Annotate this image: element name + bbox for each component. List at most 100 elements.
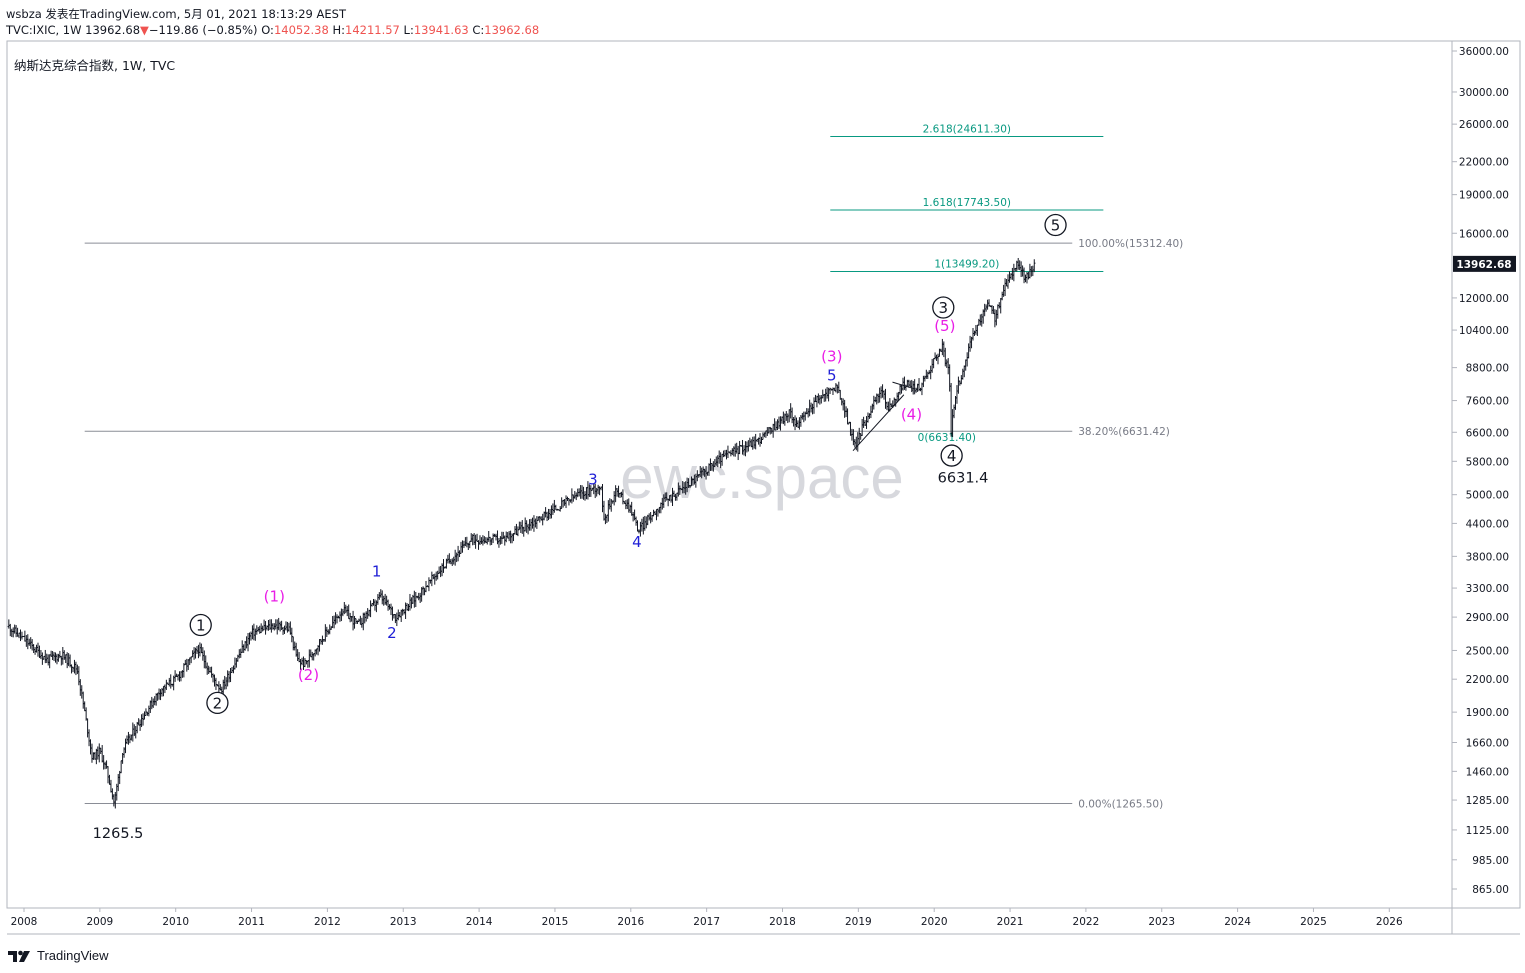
time-tick-label: 2014	[466, 916, 493, 928]
price-axis[interactable]: 865.00 985.00 1125.00 1285.00 1460.00 1660.00…	[1452, 46, 1509, 896]
wave-label-intermediate: (3)	[821, 347, 842, 365]
last-price-tag: 13962.68	[1453, 255, 1516, 272]
time-tick-label: 2024	[1224, 916, 1251, 928]
time-tick-label: 2016	[617, 916, 644, 928]
price-tick-label: 10400.00	[1459, 325, 1509, 337]
change-value: −119.86 (−0.85%)	[148, 23, 258, 37]
last-price-tag-bg	[1453, 255, 1516, 272]
open-label: O:	[261, 23, 274, 37]
publish-info: wsbza 发表在TradingView.com, 5月 01, 2021 18…	[6, 7, 346, 21]
price-tick-label: 5800.00	[1466, 456, 1509, 468]
price-candles	[7, 257, 1036, 809]
wave-label-minor: 5	[827, 366, 837, 384]
price-tick-label: 12000.00	[1459, 293, 1509, 305]
price-tick-label: 1125.00	[1466, 825, 1509, 837]
wave-label-minor: 4	[632, 533, 642, 551]
price-tick-label: 1285.00	[1466, 795, 1509, 807]
open-value: 14052.38	[273, 23, 329, 37]
wave-label-intermediate: (1)	[264, 587, 285, 605]
watermark: ewc.space	[620, 444, 903, 511]
tradingview-footer[interactable]: TradingView	[8, 948, 109, 963]
tradingview-logo-icon	[8, 950, 30, 962]
price-tick-label: 1460.00	[1466, 766, 1509, 778]
wave-label-circled: 5	[1051, 216, 1061, 234]
price-tick-label: 7600.00	[1466, 396, 1509, 408]
chart-title: 纳斯达克综合指数, 1W, TVC	[14, 58, 176, 73]
fib-extension-label: 2.618(24611.30)	[923, 123, 1011, 135]
time-tick-label: 2022	[1073, 916, 1100, 928]
low-label: L:	[403, 23, 414, 37]
wave-circle	[206, 691, 229, 715]
fib-retracement-label: 0.00%(1265.50)	[1078, 798, 1163, 810]
wave-label-circled: 2	[213, 694, 223, 712]
price-tick-label: 22000.00	[1459, 157, 1509, 169]
price-annotation: 1265.5	[93, 826, 144, 842]
time-tick-label: 2018	[769, 916, 796, 928]
close-value: 13962.68	[484, 23, 540, 37]
fib-extension-label: 1(13499.20)	[934, 258, 999, 270]
price-tick-label: 1900.00	[1466, 707, 1509, 719]
fib-retracement-label: 100.00%(15312.40)	[1078, 238, 1183, 250]
low-value: 13941.63	[413, 23, 469, 37]
price-tick-label: 865.00	[1472, 884, 1509, 896]
ohlc-legend: TVC:IXIC, 1W 13962.68▼−119.86 (−0.85%) O…	[6, 23, 539, 37]
price-tick-label: 8800.00	[1466, 363, 1509, 375]
price-tick-label: 5000.00	[1466, 490, 1509, 502]
tradingview-brand: TradingView	[37, 948, 109, 963]
trendline	[892, 381, 916, 390]
high-value: 14211.57	[345, 23, 400, 37]
time-tick-label: 2026	[1376, 916, 1403, 928]
trendline	[852, 394, 905, 452]
wave-circle	[189, 613, 212, 637]
wave-label-intermediate: (5)	[934, 317, 955, 335]
wave-label-minor: 3	[588, 470, 598, 488]
time-tick-label: 2021	[997, 916, 1024, 928]
price-tick-label: 36000.00	[1459, 46, 1509, 58]
time-tick-label: 2025	[1300, 916, 1327, 928]
price-tick-label: 3800.00	[1466, 551, 1509, 563]
time-tick-label: 2015	[542, 916, 569, 928]
price-annotation: 6631.4	[938, 470, 989, 486]
price-tick-label: 1660.00	[1466, 737, 1509, 749]
time-tick-label: 2013	[390, 916, 417, 928]
time-axis[interactable]: 2008 2009 2010 2011 2012 2013 2014 2015 2016 2017…	[11, 908, 1403, 928]
price-tick-label: 19000.00	[1459, 190, 1509, 202]
time-tick-label: 2008	[11, 916, 38, 928]
time-tick-label: 2012	[314, 916, 341, 928]
price-tick-label: 2200.00	[1466, 674, 1509, 686]
time-tick-label: 2011	[238, 916, 265, 928]
wave-label-minor: 2	[387, 624, 397, 642]
wave-circle	[940, 444, 963, 467]
fib-extension-label: 1.618(17743.50)	[923, 197, 1011, 209]
price-tick-label: 2500.00	[1466, 645, 1509, 657]
trendlines[interactable]	[852, 381, 916, 452]
close-label: C:	[472, 23, 485, 37]
fib-extension-label: 0(6631.40)	[918, 432, 976, 444]
time-tick-label: 2023	[1148, 916, 1175, 928]
price-tick-label: 3300.00	[1466, 583, 1509, 595]
wave-circle	[932, 296, 955, 319]
wave-label-intermediate: (4)	[901, 405, 922, 423]
time-tick-label: 2010	[162, 916, 189, 928]
time-tick-label: 2020	[921, 916, 948, 928]
wave-circle	[1044, 213, 1067, 237]
wave-label-circled: 3	[939, 299, 949, 317]
fib-retracement-label: 38.20%(6631.42)	[1078, 426, 1170, 438]
price-tick-label: 16000.00	[1459, 228, 1509, 240]
wave-label-minor: 1	[372, 563, 382, 581]
time-tick-label: 2019	[845, 916, 872, 928]
price-tick-label: 2900.00	[1466, 612, 1509, 624]
down-arrow-icon: ▼	[140, 23, 149, 37]
time-tick-label: 2017	[693, 916, 720, 928]
price-tick-label: 30000.00	[1459, 87, 1509, 99]
wave-label-circled: 1	[196, 616, 206, 634]
wave-label-circled: 4	[947, 447, 957, 465]
high-label: H:	[332, 23, 345, 37]
price-tick-label: 26000.00	[1459, 119, 1509, 131]
wave-label-intermediate: (2)	[298, 666, 319, 684]
fibonacci-layer[interactable]: 100.00%(15312.40) 38.20%(6631.42) 0.00%(12…	[84, 123, 1184, 810]
symbol-info: TVC:IXIC, 1W 13962.68	[6, 23, 141, 37]
last-price-label: 13962.68	[1456, 259, 1511, 271]
price-tick-label: 6600.00	[1466, 427, 1509, 439]
